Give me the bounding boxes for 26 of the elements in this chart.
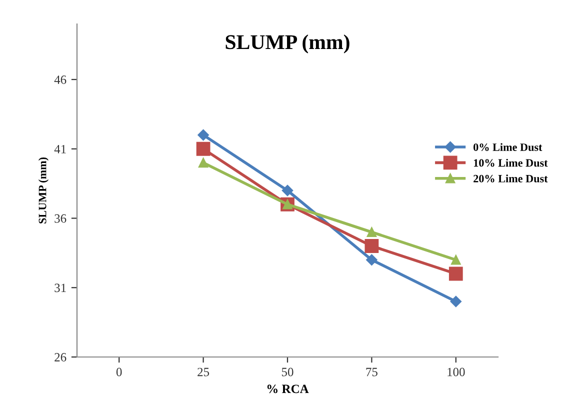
y-axis-title: SLUMP (mm) (38, 158, 49, 224)
x-tick-label: 75 (366, 368, 378, 376)
x-axis-title: % RCA (267, 384, 309, 394)
x-tick-label: 0 (116, 368, 122, 376)
y-tick-label: 46 (54, 76, 66, 84)
point (282, 184, 294, 196)
legend-label: 0% Lime Dust (474, 143, 542, 152)
x-tick-label: 100 (448, 368, 465, 376)
y-tick-label: 26 (54, 353, 66, 362)
x-tick-label: 25 (198, 368, 210, 376)
point (198, 158, 208, 168)
point (196, 142, 210, 156)
point (366, 254, 378, 266)
point (448, 266, 463, 281)
point (450, 296, 462, 308)
legend-label: 20% Lime Dust (474, 174, 548, 182)
x-tick-label: 50 (282, 368, 294, 376)
point (451, 255, 461, 265)
legend-label: 10% Lime Dust (474, 158, 548, 167)
chart-title: SLUMP (mm) (226, 34, 350, 54)
y-tick-label: 41 (54, 144, 66, 154)
point (198, 129, 209, 141)
y-tick-label: 36 (54, 214, 66, 223)
point (366, 227, 377, 237)
point (364, 239, 379, 253)
y-tick-label: 31 (54, 284, 66, 292)
